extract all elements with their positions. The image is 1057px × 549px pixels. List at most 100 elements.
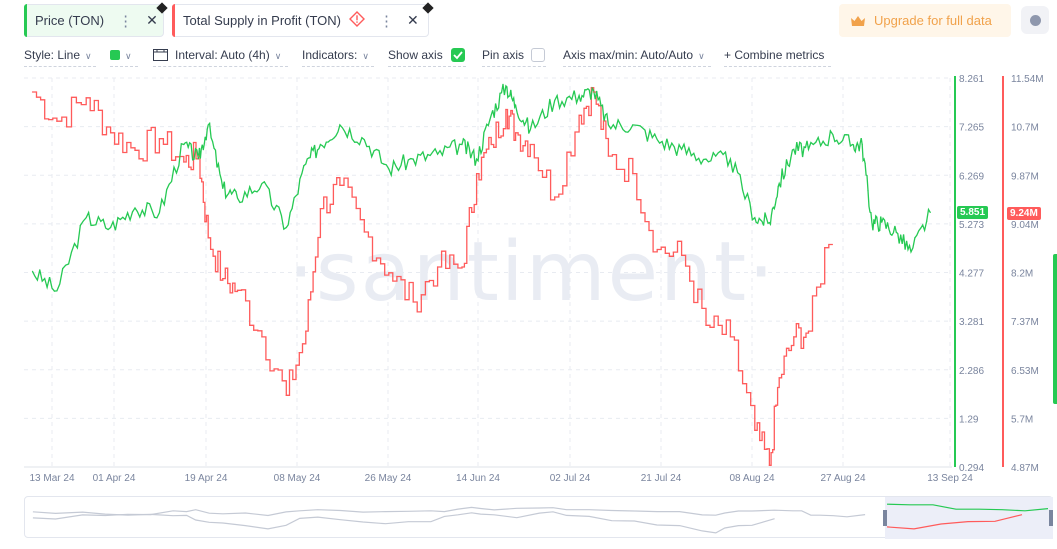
price-point (755, 221, 757, 223)
price-point (124, 218, 126, 221)
price-point (46, 286, 48, 288)
price-point (596, 90, 598, 92)
supply-point (689, 280, 691, 282)
supply-point (500, 135, 502, 137)
y-right-tick-label: 9.04M (1011, 220, 1039, 231)
indicators-dropdown[interactable]: Indicators: ∨ (302, 48, 369, 62)
series-color-bar (24, 4, 27, 37)
supply-point (803, 336, 805, 338)
price-point (285, 226, 287, 229)
supply-point (648, 229, 650, 232)
supply-point (515, 132, 517, 134)
supply-point (772, 449, 774, 451)
supply-point (656, 248, 658, 251)
price-point (484, 128, 486, 130)
price-point (397, 169, 400, 171)
upgrade-button[interactable]: Upgrade for full data (839, 4, 1011, 37)
show-axis-label[interactable]: Show axis (388, 48, 443, 62)
supply-point (277, 369, 279, 371)
supply-point (768, 464, 771, 466)
supply-point (778, 377, 780, 379)
supply-point (420, 294, 422, 296)
supply-point (305, 330, 307, 332)
price-point (604, 114, 607, 116)
price-point (541, 109, 544, 111)
supply-point (583, 107, 585, 109)
price-point (139, 216, 141, 218)
pin-axis-label[interactable]: Pin axis (482, 48, 525, 62)
supply-point (396, 275, 398, 278)
supply-point (118, 132, 120, 134)
pin-axis-checkbox[interactable] (531, 48, 545, 62)
y-left-tick-label: 7.265 (959, 123, 984, 134)
supply-point (319, 208, 321, 210)
supply-point (339, 184, 341, 186)
price-point (914, 237, 916, 239)
side-panel-handle[interactable] (1053, 254, 1057, 404)
close-icon[interactable]: ✕ (146, 12, 158, 28)
price-point (512, 99, 514, 101)
interval-dropdown[interactable]: Interval: Auto (4h) ∨ (153, 48, 281, 62)
price-point (777, 185, 779, 188)
supply-point (480, 156, 483, 158)
color-swatch (110, 50, 120, 60)
price-point (375, 148, 378, 151)
navigator-preview (32, 497, 1053, 539)
price-point (549, 98, 551, 100)
color-picker[interactable]: ∨ (110, 48, 132, 62)
supply-point (713, 315, 715, 317)
warning-icon[interactable] (348, 11, 365, 30)
kebab-icon[interactable]: ⋮ (378, 12, 394, 30)
axis-maxmin-dropdown[interactable]: Axis max/min: Auto/Auto ∨ (563, 48, 705, 62)
supply-point (578, 114, 580, 116)
price-point (489, 119, 491, 121)
price-point (480, 152, 482, 154)
metric-tab-supply-in-profit[interactable]: Total Supply in Profit (TON) ⋮ ✕ (172, 2, 434, 37)
price-point (749, 202, 751, 204)
x-tick-label: 13 Sep 24 (927, 473, 973, 484)
drag-handle-icon[interactable] (156, 2, 168, 14)
show-axis-checkbox[interactable] (451, 48, 465, 62)
x-tick-label: 21 Jul 24 (641, 473, 682, 484)
price-point (822, 140, 824, 142)
price-point (291, 207, 293, 210)
supply-point (175, 156, 177, 158)
supply-point (798, 327, 800, 329)
supply-point (793, 336, 795, 338)
supply-point (40, 99, 42, 101)
supply-point (546, 169, 548, 171)
supply-point (134, 149, 136, 151)
supply-point (110, 132, 112, 134)
kebab-icon[interactable]: ⋮ (118, 12, 133, 30)
divider (388, 66, 466, 67)
price-point (131, 211, 134, 213)
price-point (168, 183, 170, 185)
close-icon[interactable]: ✕ (406, 12, 419, 28)
price-point (316, 149, 319, 151)
supply-point (428, 279, 430, 282)
range-navigator[interactable] (24, 496, 1053, 539)
y-left-tick-label: 8.261 (959, 74, 984, 85)
price-point (646, 140, 649, 142)
price-point (668, 148, 671, 150)
price-point (339, 124, 341, 126)
price-point (587, 88, 589, 90)
price-point (256, 191, 258, 193)
price-point (900, 234, 902, 236)
price-point (683, 143, 685, 145)
navigator-selected-supply-line (886, 514, 1023, 530)
combine-metrics-button[interactable]: + Combine metrics (724, 48, 825, 62)
record-button[interactable] (1021, 6, 1049, 34)
metric-tab-price[interactable]: Price (TON) ⋮ ✕ (24, 2, 168, 37)
price-point (183, 143, 185, 146)
y-right-tick-label: 5.7M (1011, 414, 1033, 425)
price-point (781, 168, 783, 170)
y-right-tick-label: 11.54M (1011, 74, 1044, 85)
price-point (271, 204, 273, 206)
drag-handle-icon[interactable] (422, 2, 434, 14)
series-color-bar (172, 4, 175, 37)
supply-point (783, 355, 785, 357)
price-chart[interactable]: ·santiment· 8.261 11.54M 7.265 10.7M 6.269 9.… (0, 70, 1057, 490)
style-dropdown[interactable]: Style: Line ∨ (24, 48, 92, 62)
supply-point (236, 289, 239, 291)
